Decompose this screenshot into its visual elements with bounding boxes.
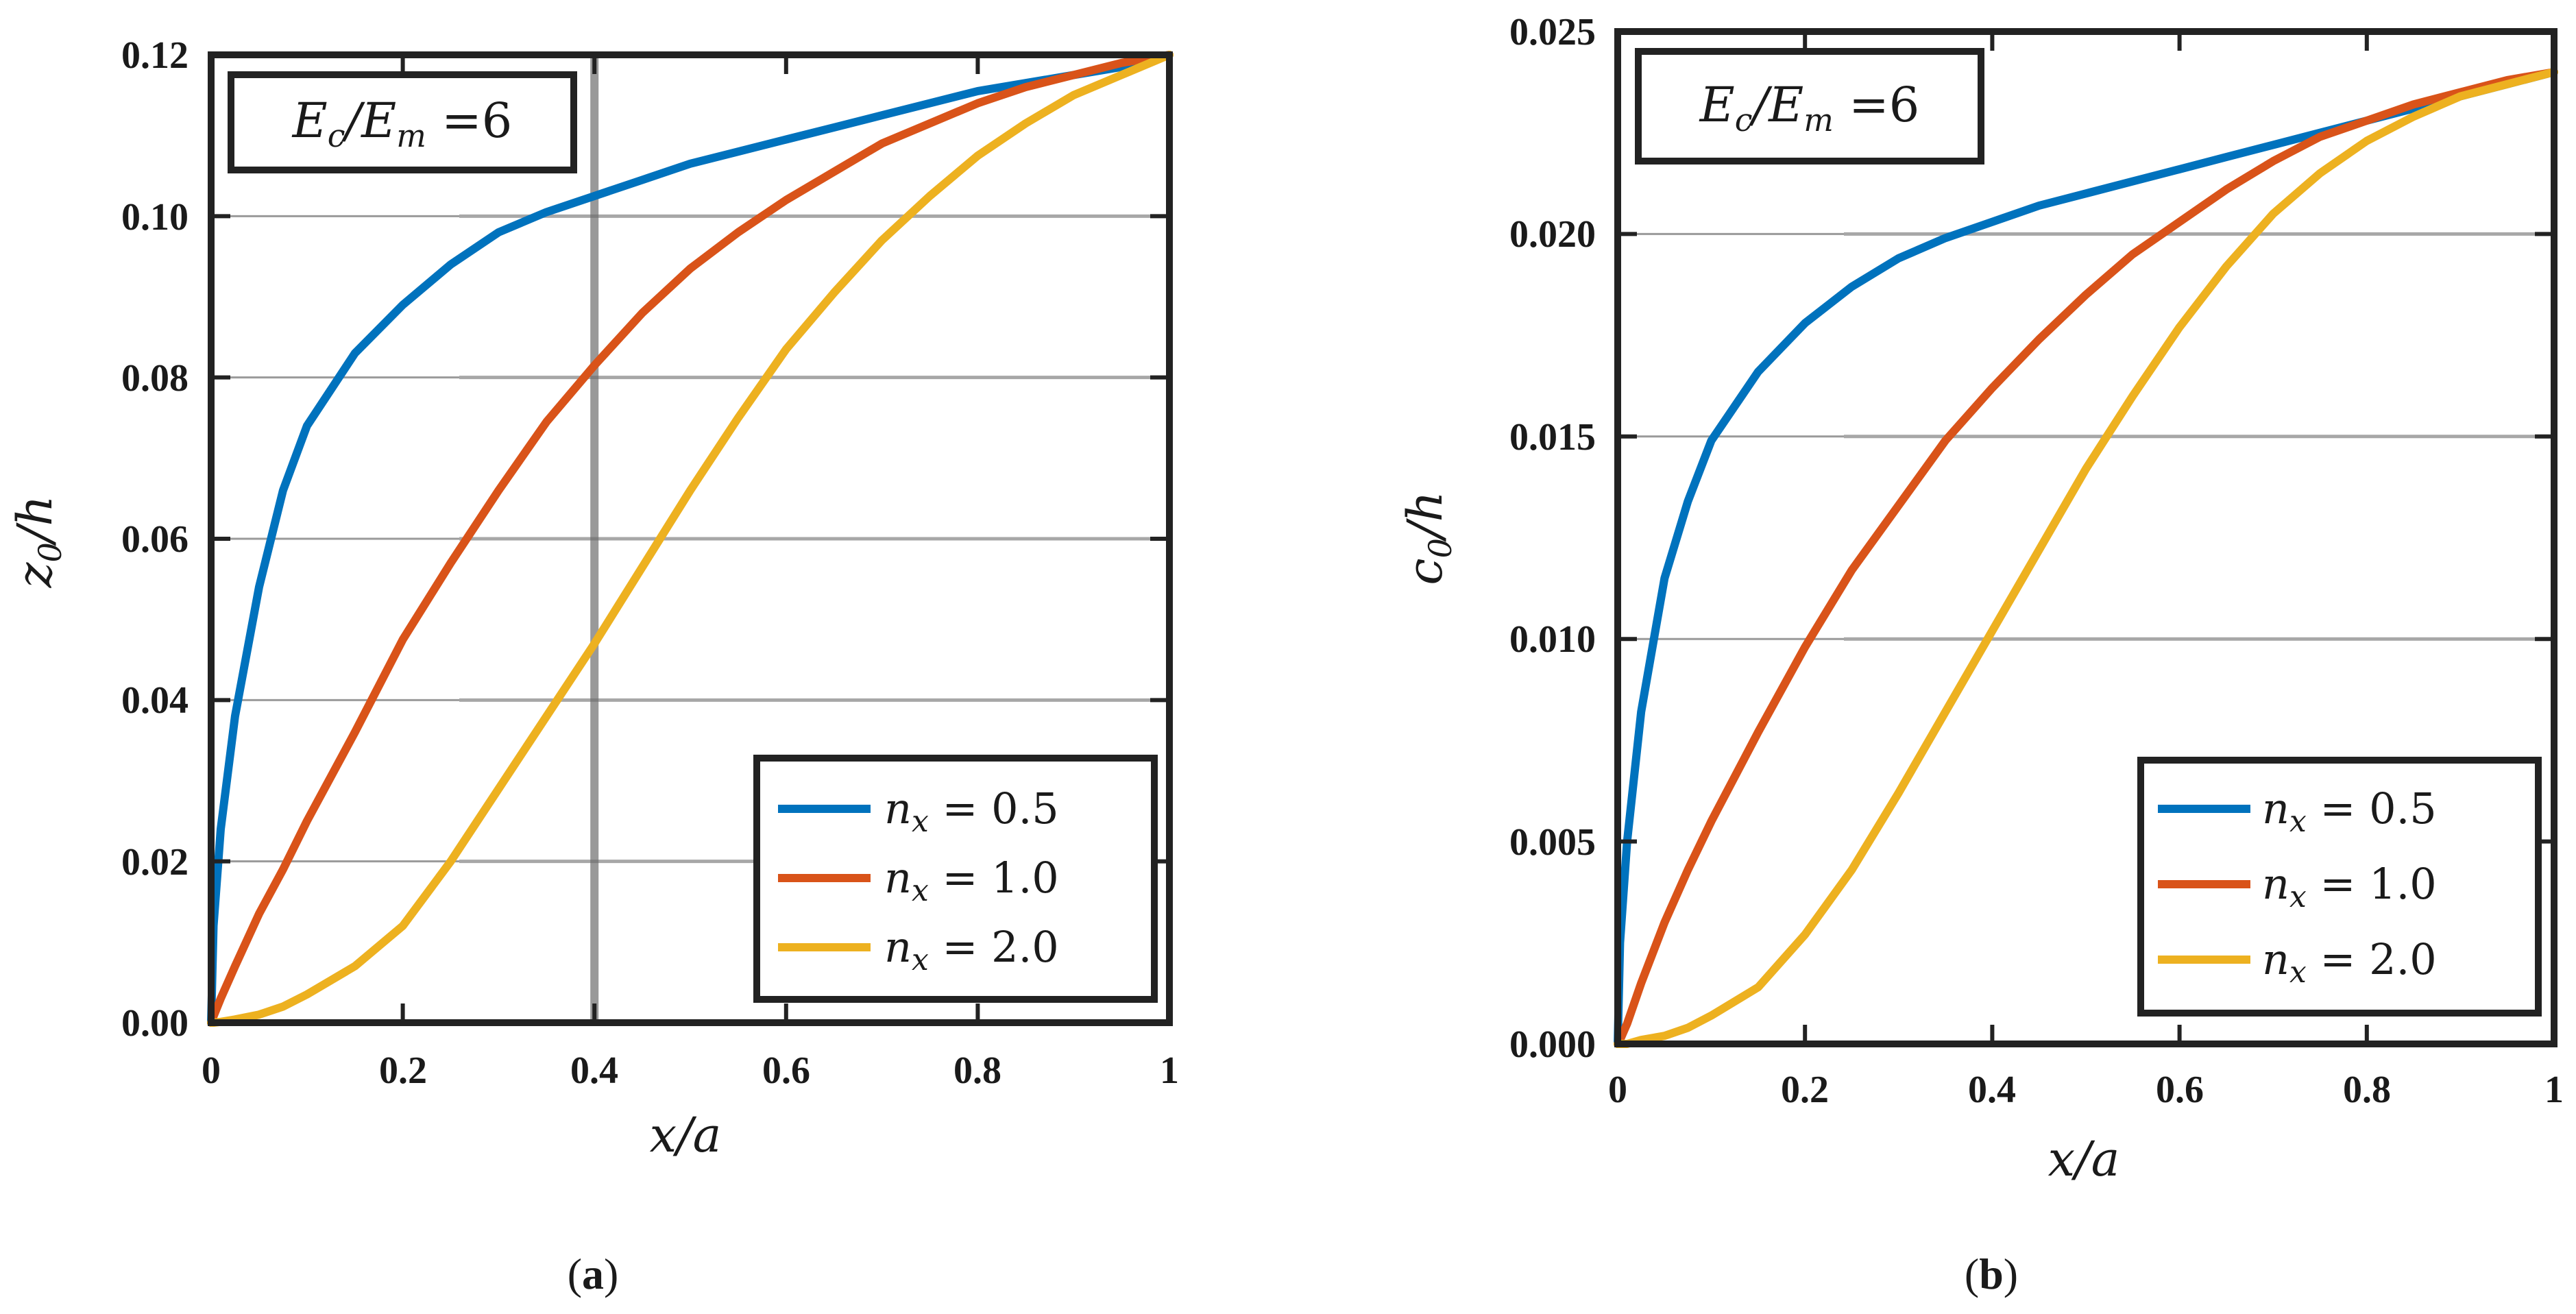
series-line-n-x-2-0	[207, 51, 1174, 1027]
axes-frame-a	[208, 51, 1173, 1026]
y-tick-label: 0.08	[121, 357, 189, 400]
y-tick-labels-a: 0.00 0.02 0.04 0.06 0.08 0.10 0.12	[121, 34, 189, 1045]
x-tick-label: 0	[1608, 1069, 1627, 1111]
x-tick-label: 0.6	[762, 1049, 810, 1092]
legend-label: nx = 2.0	[884, 922, 1059, 977]
y-tick-label: 0.020	[1509, 213, 1596, 256]
annotation-box-a: Ec/Em =6	[228, 71, 577, 173]
y-tick-label: 0.06	[121, 518, 189, 561]
x-tick-label: 0.4	[1968, 1069, 2016, 1111]
panel-a: 0.00 0.02 0.04 0.06 0.08 0.10 0.12 0 0.2…	[7, 34, 1179, 1298]
legend-a: nx = 0.5 nx = 1.0 nx = 2.0	[753, 755, 1158, 1003]
series-line-n-x-1-0	[207, 51, 1174, 1027]
y-tick-label: 0.015	[1509, 416, 1596, 459]
annotation-text-a: Ec/Em =6	[291, 93, 513, 154]
x-tick-label: 1	[2544, 1069, 2564, 1111]
series-line-n-x-1-0	[1614, 68, 2558, 1048]
annotation-box-b: Ec/Em =6	[1635, 48, 1984, 165]
x-tick-labels-b: 0 0.2 0.4 0.6 0.8 1	[1608, 1069, 2564, 1111]
x-tick-label: 0.2	[379, 1049, 427, 1092]
y-tick-label: 0.10	[121, 196, 189, 239]
y-tick-label: 0.00	[121, 1002, 189, 1045]
y-tick-label: 0.000	[1509, 1023, 1596, 1066]
legend-label: nx = 0.5	[884, 783, 1059, 839]
legend-label: nx = 1.0	[884, 853, 1059, 908]
y-tick-label: 0.04	[121, 679, 189, 722]
legend-b: nx = 0.5 nx = 1.0 nx = 2.0	[2137, 757, 2542, 1017]
axes-frame-b	[1614, 28, 2557, 1047]
x-tick-label: 0.8	[953, 1049, 1001, 1092]
x-tick-label: 0	[202, 1049, 221, 1092]
x-tick-labels-a: 0 0.2 0.4 0.6 0.8 1	[202, 1049, 1179, 1092]
series-line-n-x-2-0	[1614, 68, 2558, 1048]
legend-label: nx = 2.0	[2262, 934, 2437, 990]
y-tick-label: 0.005	[1509, 821, 1596, 864]
x-tick-label: 0.2	[1781, 1069, 1829, 1111]
x-tick-label: 1	[1160, 1049, 1179, 1092]
y-tick-label: 0.010	[1509, 618, 1596, 661]
x-tick-label: 0.6	[2156, 1069, 2204, 1111]
legend-label: nx = 0.5	[2262, 783, 2437, 839]
x-axis-label-b: x/a	[2048, 1131, 2120, 1187]
x-axis-label-a: x/a	[650, 1107, 722, 1163]
legend-label: nx = 1.0	[2262, 859, 2437, 914]
panel-caption-a: (a)	[568, 1250, 619, 1298]
y-tick-labels-b: 0.000 0.005 0.010 0.015 0.020 0.025	[1509, 11, 1596, 1066]
x-tick-label: 0.8	[2343, 1069, 2391, 1111]
y-tick-label: 0.025	[1509, 11, 1596, 53]
y-axis-label-b: c0/h	[1397, 491, 1459, 585]
series-group-b	[1614, 68, 2558, 1048]
y-axis-label-a: z0/h	[7, 496, 69, 589]
panel-b: 0.000 0.005 0.010 0.015 0.020 0.025 0 0.…	[1397, 11, 2564, 1298]
series-group-a	[207, 51, 1174, 1027]
panel-caption-b: (b)	[1965, 1250, 2018, 1298]
y-tick-label: 0.12	[121, 34, 189, 77]
y-tick-label: 0.02	[121, 841, 189, 884]
x-tick-label: 0.4	[570, 1049, 618, 1092]
series-line-n-x-0-5	[207, 51, 1174, 1027]
